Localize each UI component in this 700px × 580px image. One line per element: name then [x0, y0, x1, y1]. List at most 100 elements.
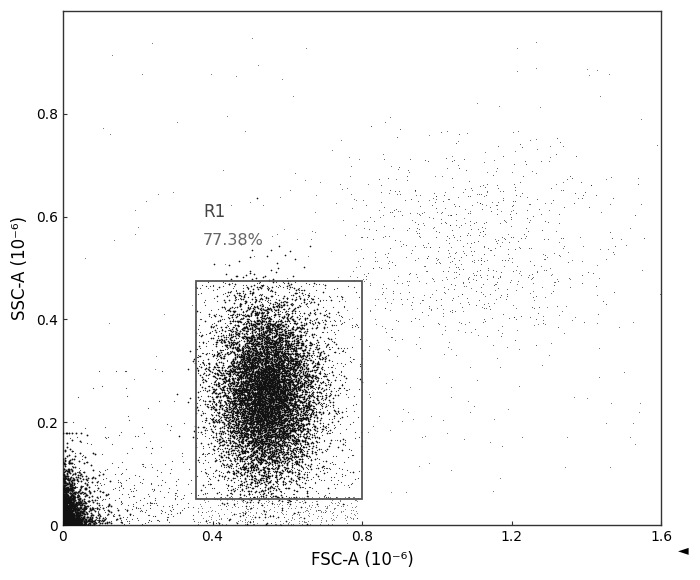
- Point: [265, 393, 276, 402]
- Point: [260, 398, 272, 408]
- Point: [338, 494, 349, 503]
- Point: [302, 371, 314, 380]
- Point: [300, 352, 311, 361]
- Point: [71, 432, 83, 441]
- Point: [268, 347, 279, 357]
- Point: [207, 404, 218, 413]
- Point: [239, 422, 251, 432]
- Point: [300, 463, 312, 472]
- Point: [274, 426, 285, 436]
- Point: [68, 519, 79, 528]
- Point: [116, 498, 127, 507]
- Point: [248, 332, 260, 342]
- Point: [269, 322, 280, 331]
- Point: [252, 427, 263, 437]
- Point: [293, 414, 304, 423]
- Point: [288, 421, 300, 430]
- Point: [249, 469, 260, 478]
- Point: [295, 357, 307, 367]
- Point: [60, 494, 71, 503]
- Point: [292, 459, 303, 469]
- Point: [260, 433, 272, 442]
- Point: [294, 444, 305, 454]
- Point: [291, 340, 302, 350]
- Point: [61, 511, 72, 520]
- Point: [246, 462, 257, 472]
- Point: [218, 296, 230, 305]
- Point: [210, 466, 221, 475]
- Point: [272, 456, 283, 466]
- Point: [536, 157, 547, 166]
- Point: [295, 447, 307, 456]
- Point: [343, 492, 354, 502]
- Point: [248, 354, 260, 364]
- Point: [279, 480, 290, 489]
- Point: [268, 394, 279, 403]
- Point: [251, 354, 262, 363]
- Point: [252, 367, 263, 376]
- Point: [239, 386, 251, 395]
- Point: [66, 513, 77, 522]
- Point: [288, 416, 300, 426]
- Point: [274, 352, 286, 361]
- Point: [83, 520, 94, 529]
- Point: [241, 403, 252, 412]
- Point: [270, 365, 281, 375]
- Point: [237, 345, 248, 354]
- Point: [99, 422, 110, 431]
- Point: [74, 513, 85, 522]
- Point: [284, 325, 295, 335]
- Point: [269, 472, 280, 481]
- Point: [293, 284, 304, 293]
- Point: [296, 372, 307, 381]
- Point: [258, 467, 269, 477]
- Point: [276, 354, 287, 363]
- Point: [295, 342, 306, 351]
- Point: [258, 411, 270, 420]
- Point: [184, 346, 195, 355]
- Point: [258, 369, 270, 379]
- Point: [286, 378, 297, 387]
- Point: [263, 397, 274, 407]
- Point: [274, 409, 285, 419]
- Point: [260, 292, 272, 302]
- Point: [59, 492, 70, 501]
- Point: [299, 450, 310, 459]
- Point: [243, 463, 254, 473]
- Point: [281, 298, 293, 307]
- Point: [58, 512, 69, 521]
- Point: [239, 415, 251, 425]
- Point: [286, 458, 297, 467]
- Point: [298, 436, 309, 445]
- Point: [269, 354, 280, 364]
- Point: [274, 320, 286, 329]
- Point: [64, 498, 75, 508]
- Point: [254, 398, 265, 408]
- Point: [318, 476, 329, 485]
- Point: [475, 182, 486, 191]
- Point: [246, 358, 258, 368]
- Point: [311, 360, 322, 369]
- Point: [247, 370, 258, 379]
- Point: [280, 435, 291, 444]
- Point: [463, 297, 474, 306]
- Point: [233, 386, 244, 396]
- Point: [259, 335, 270, 344]
- Point: [287, 400, 298, 409]
- Point: [234, 362, 245, 371]
- Point: [235, 399, 246, 408]
- Point: [279, 353, 290, 362]
- Point: [260, 371, 272, 380]
- Point: [290, 398, 301, 408]
- Point: [258, 516, 269, 525]
- Point: [311, 487, 322, 496]
- Point: [277, 368, 288, 377]
- Point: [259, 344, 270, 353]
- Point: [230, 393, 241, 402]
- Point: [281, 448, 292, 457]
- Point: [234, 310, 245, 320]
- Point: [245, 407, 256, 416]
- Point: [253, 443, 264, 452]
- Point: [232, 432, 243, 441]
- Point: [295, 367, 306, 376]
